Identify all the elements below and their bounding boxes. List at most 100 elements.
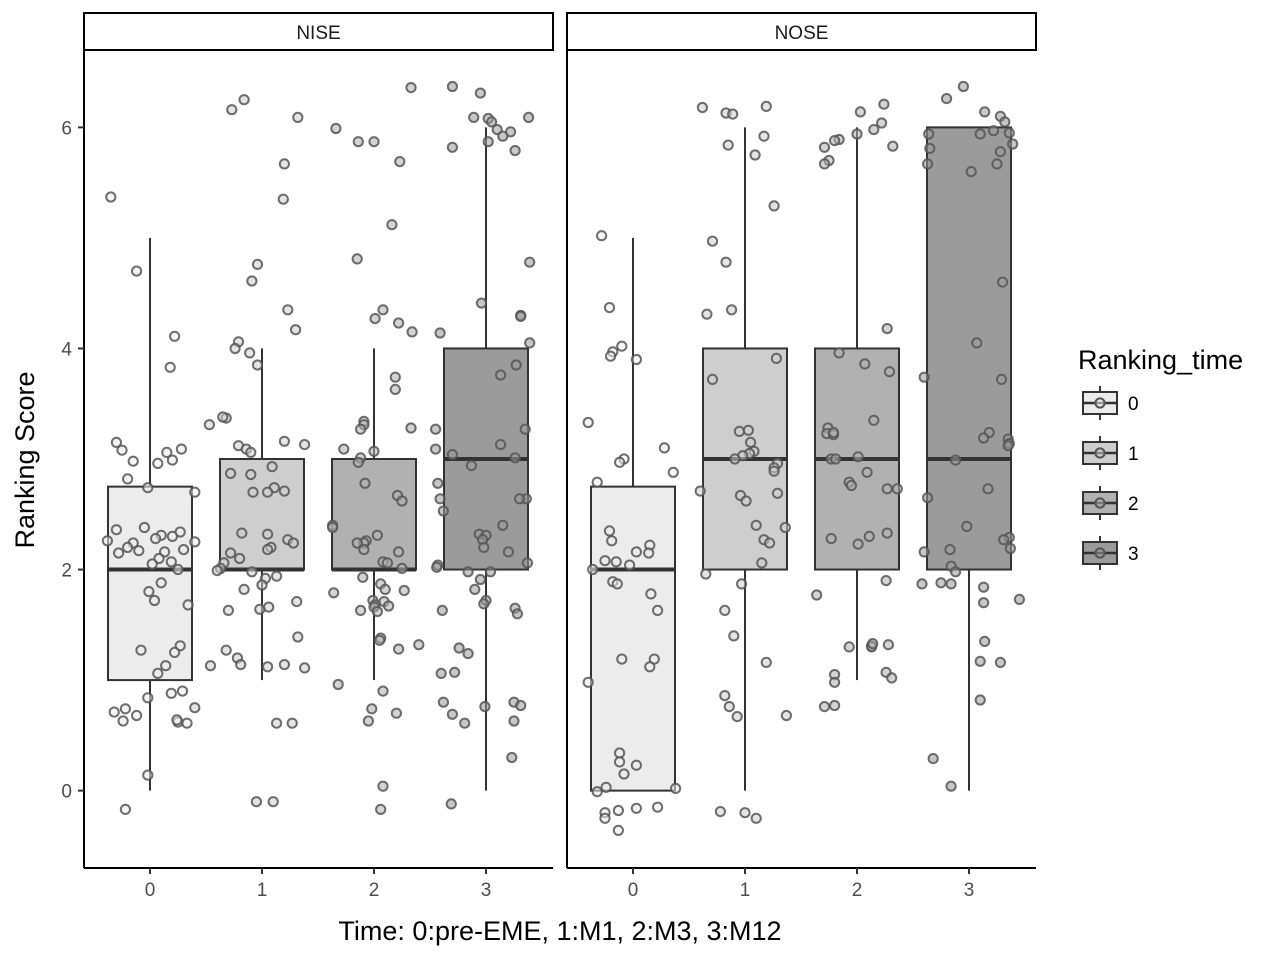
- data-point: [405, 422, 417, 434]
- data-point: [645, 588, 657, 600]
- y-tick-label: 6: [61, 118, 72, 139]
- facet-panel-nise: NISE 0 1 2 3: [83, 12, 554, 901]
- data-point: [630, 546, 643, 558]
- data-point: [878, 98, 890, 110]
- data-point: [278, 485, 290, 497]
- data-point: [618, 768, 630, 780]
- data-point: [514, 493, 526, 505]
- data-point: [811, 589, 823, 601]
- data-point: [358, 544, 370, 556]
- data-point: [658, 442, 671, 454]
- data-point: [437, 696, 449, 708]
- data-point: [624, 559, 636, 571]
- data-point: [244, 347, 256, 359]
- data-point: [468, 111, 480, 124]
- data-point: [843, 641, 855, 653]
- data-point: [974, 128, 986, 140]
- data-point: [482, 136, 494, 148]
- data-point: [978, 432, 990, 444]
- data-point: [390, 707, 402, 719]
- data-point: [394, 156, 406, 168]
- data-point: [486, 116, 498, 128]
- data-point: [172, 563, 184, 576]
- data-point: [160, 660, 172, 672]
- box-2: [331, 348, 417, 681]
- data-point: [406, 326, 418, 338]
- jitter-points: [101, 80, 536, 816]
- data-point: [652, 801, 664, 813]
- data-point: [135, 644, 147, 656]
- jitter-points: [582, 80, 1026, 837]
- data-point: [247, 486, 259, 498]
- data-point: [867, 638, 879, 650]
- box-3: [926, 126, 1012, 791]
- data-point: [779, 521, 791, 534]
- data-point: [591, 476, 603, 488]
- data-point: [396, 495, 408, 507]
- data-point: [432, 477, 444, 489]
- data-point: [944, 544, 956, 556]
- data-point: [603, 525, 616, 537]
- data-point: [582, 676, 594, 688]
- data-point: [108, 706, 120, 718]
- data-point: [596, 230, 608, 242]
- data-point: [122, 473, 134, 485]
- data-point: [110, 436, 123, 448]
- data-point: [997, 276, 1009, 288]
- data-point: [827, 426, 840, 439]
- data-point: [818, 141, 831, 153]
- data-point: [484, 566, 497, 578]
- data-point: [251, 359, 264, 371]
- data-point: [995, 373, 1008, 385]
- y-tick-label: 0: [61, 782, 72, 803]
- data-point: [462, 566, 474, 578]
- data-point: [413, 639, 425, 651]
- data-point: [524, 256, 536, 268]
- data-point: [165, 556, 177, 568]
- data-point: [971, 337, 983, 349]
- data-point: [222, 604, 234, 617]
- data-point: [587, 563, 599, 576]
- data-point: [729, 453, 741, 465]
- data-point: [189, 536, 201, 548]
- data-point: [127, 455, 139, 467]
- data-point: [152, 667, 164, 680]
- data-point: [181, 717, 193, 729]
- data-point: [383, 600, 395, 612]
- box-body: [926, 126, 1012, 571]
- data-point: [166, 530, 178, 543]
- data-point: [133, 545, 145, 557]
- data-point: [393, 546, 405, 558]
- data-point: [469, 583, 481, 596]
- data-point: [166, 454, 178, 466]
- data-point: [357, 571, 369, 583]
- data-point: [519, 423, 531, 435]
- data-point: [974, 694, 986, 706]
- data-point: [652, 604, 664, 617]
- y-axis-title: Ranking Score: [10, 371, 40, 548]
- data-point: [225, 547, 237, 559]
- data-point: [169, 330, 181, 342]
- data-point: [386, 219, 398, 231]
- data-point: [728, 630, 740, 642]
- data-point: [366, 703, 378, 715]
- data-point: [509, 452, 521, 464]
- data-point: [478, 598, 490, 610]
- legend-item-2: 2: [1082, 486, 1139, 520]
- data-point: [714, 806, 727, 818]
- data-point: [271, 570, 283, 582]
- data-point: [290, 324, 302, 336]
- data-point: [453, 642, 465, 654]
- data-point: [262, 661, 274, 673]
- data-point: [731, 711, 743, 723]
- data-point: [852, 451, 864, 463]
- data-point: [770, 352, 783, 364]
- data-point: [523, 111, 535, 124]
- x-tick-label: 0: [145, 880, 156, 901]
- data-point: [262, 528, 274, 540]
- data-point: [291, 596, 303, 608]
- data-point: [165, 687, 177, 699]
- data-point: [287, 537, 299, 549]
- data-point: [706, 373, 719, 385]
